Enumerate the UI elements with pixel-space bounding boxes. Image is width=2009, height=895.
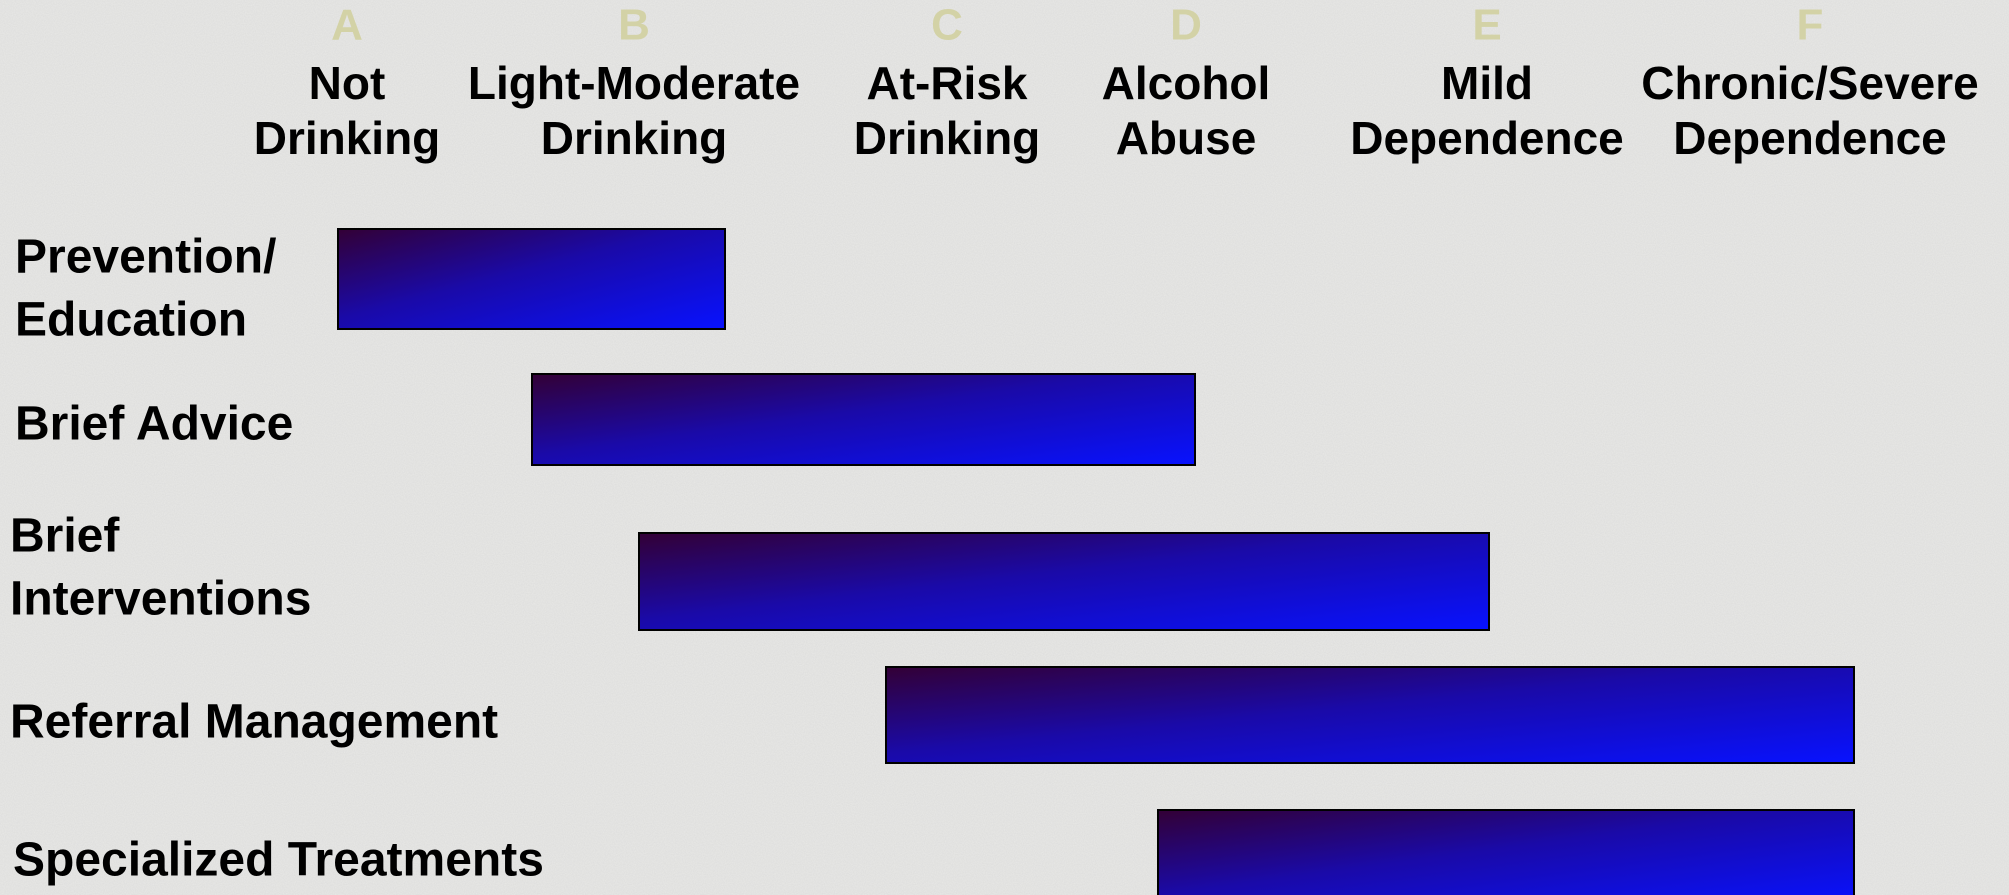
bars xyxy=(337,228,1855,895)
row-label: Referral Management xyxy=(10,696,498,749)
column-letter: B xyxy=(618,1,650,50)
column-letter: C xyxy=(931,1,963,50)
row-label: Brief xyxy=(10,510,120,563)
column-label: Chronic/Severe xyxy=(1641,57,1978,109)
column-letter: A xyxy=(331,1,363,50)
row-label: Brief Advice xyxy=(15,398,293,451)
column-label: Drinking xyxy=(541,112,728,164)
column-label: Drinking xyxy=(854,112,1041,164)
column-label: Light-Moderate xyxy=(468,57,800,109)
bar xyxy=(638,532,1490,631)
row-label: Interventions xyxy=(10,573,311,626)
column-label: Drinking xyxy=(254,112,441,164)
column-letter: F xyxy=(1797,1,1824,50)
column-label: Not xyxy=(309,57,386,109)
column-letter: D xyxy=(1170,1,1202,50)
column-label: Dependence xyxy=(1673,112,1947,164)
bar xyxy=(885,666,1855,764)
column-label: Dependence xyxy=(1350,112,1624,164)
column-label: Alcohol xyxy=(1102,57,1271,109)
row-label: Education xyxy=(15,294,247,347)
column-label: Abuse xyxy=(1116,112,1257,164)
bar xyxy=(1157,809,1855,895)
bar xyxy=(531,373,1196,466)
column-letter: E xyxy=(1472,1,1501,50)
row-label: Prevention/ xyxy=(15,231,276,284)
bar xyxy=(337,228,726,330)
column-label: Mild xyxy=(1441,57,1533,109)
row-label: Specialized Treatments xyxy=(13,834,544,887)
column-label: At-Risk xyxy=(866,57,1027,109)
